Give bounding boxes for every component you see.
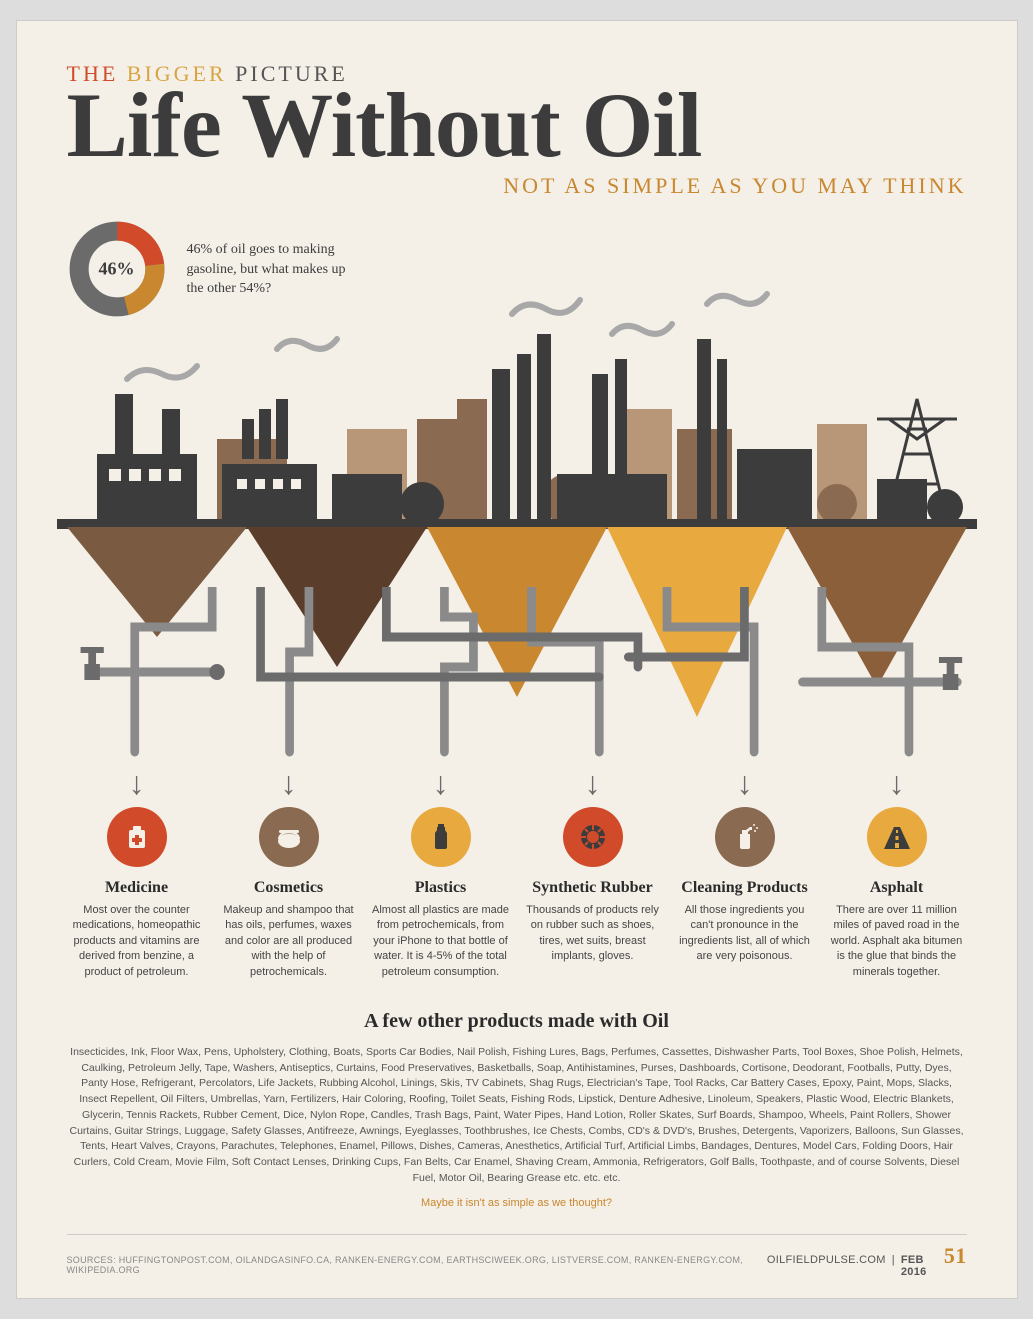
category-desc: Almost all plastics are made from petroc… bbox=[371, 903, 511, 980]
arrow-down-icon: ↓ bbox=[827, 767, 967, 799]
category-desc: All those ingredients you can't pronounc… bbox=[675, 903, 815, 965]
category-title: Medicine bbox=[67, 879, 207, 897]
donut-label: 46% bbox=[99, 259, 135, 280]
main-title: Life Without Oil bbox=[67, 82, 967, 169]
category-title: Cleaning Products bbox=[675, 879, 815, 897]
donut-stat: 46% 46% of oil goes to making gasoline, … bbox=[67, 219, 967, 319]
category-desc: Most over the counter medications, homeo… bbox=[67, 903, 207, 980]
category-desc: Makeup and shampoo that has oils, perfum… bbox=[219, 903, 359, 980]
footer: SOURCES: HUFFINGTONPOST.COM, OILANDGASIN… bbox=[67, 1234, 967, 1278]
plastics-icon bbox=[411, 807, 471, 867]
cleaning-products-icon bbox=[715, 807, 775, 867]
donut-chart: 46% bbox=[67, 219, 167, 319]
category-title: Synthetic Rubber bbox=[523, 879, 663, 897]
sources: SOURCES: HUFFINGTONPOST.COM, OILANDGASIN… bbox=[67, 1255, 767, 1275]
category-plastics: ↓ Plastics Almost all plastics are made fr… bbox=[371, 767, 511, 980]
arrow-down-icon: ↓ bbox=[675, 767, 815, 799]
category-desc: There are over 11 million miles of paved… bbox=[827, 903, 967, 980]
categories-row: ↓ Medicine Most over the counter medicatio… bbox=[67, 767, 967, 980]
arrow-down-icon: ↓ bbox=[219, 767, 359, 799]
category-asphalt: ↓ Asphalt There are over 11 million miles … bbox=[827, 767, 967, 980]
page-number: 51 bbox=[944, 1243, 967, 1269]
category-title: Cosmetics bbox=[219, 879, 359, 897]
medicine-icon bbox=[107, 807, 167, 867]
pipes-illustration bbox=[67, 587, 967, 757]
other-products-list: Insecticides, Ink, Floor Wax, Pens, Upho… bbox=[67, 1045, 967, 1187]
infographic-page: THE BIGGER PICTURE Life Without Oil NOT … bbox=[16, 20, 1018, 1299]
donut-caption: 46% of oil goes to making gasoline, but … bbox=[187, 240, 347, 299]
arrow-down-icon: ↓ bbox=[371, 767, 511, 799]
category-title: Asphalt bbox=[827, 879, 967, 897]
tagline: Maybe it isn't as simple as we thought? bbox=[67, 1197, 967, 1209]
synthetic-rubber-icon bbox=[563, 807, 623, 867]
arrow-down-icon: ↓ bbox=[523, 767, 663, 799]
category-cosmetics: ↓ Cosmetics Makeup and shampoo that has oi… bbox=[219, 767, 359, 980]
footer-right: OILFIELDPULSE.COM | FEB 2016 51 bbox=[767, 1243, 967, 1278]
other-products-title: A few other products made with Oil bbox=[67, 1010, 967, 1033]
arrow-down-icon: ↓ bbox=[67, 767, 207, 799]
category-title: Plastics bbox=[371, 879, 511, 897]
category-synthetic-rubber: ↓ Synthetic Rubber Thousands of products r… bbox=[523, 767, 663, 980]
subtitle: NOT AS SIMPLE AS YOU MAY THINK bbox=[67, 173, 967, 199]
cosmetics-icon bbox=[259, 807, 319, 867]
category-desc: Thousands of products rely on rubber suc… bbox=[523, 903, 663, 965]
asphalt-icon bbox=[867, 807, 927, 867]
category-cleaning-products: ↓ Cleaning Products All those ingredients … bbox=[675, 767, 815, 980]
category-medicine: ↓ Medicine Most over the counter medicatio… bbox=[67, 767, 207, 980]
